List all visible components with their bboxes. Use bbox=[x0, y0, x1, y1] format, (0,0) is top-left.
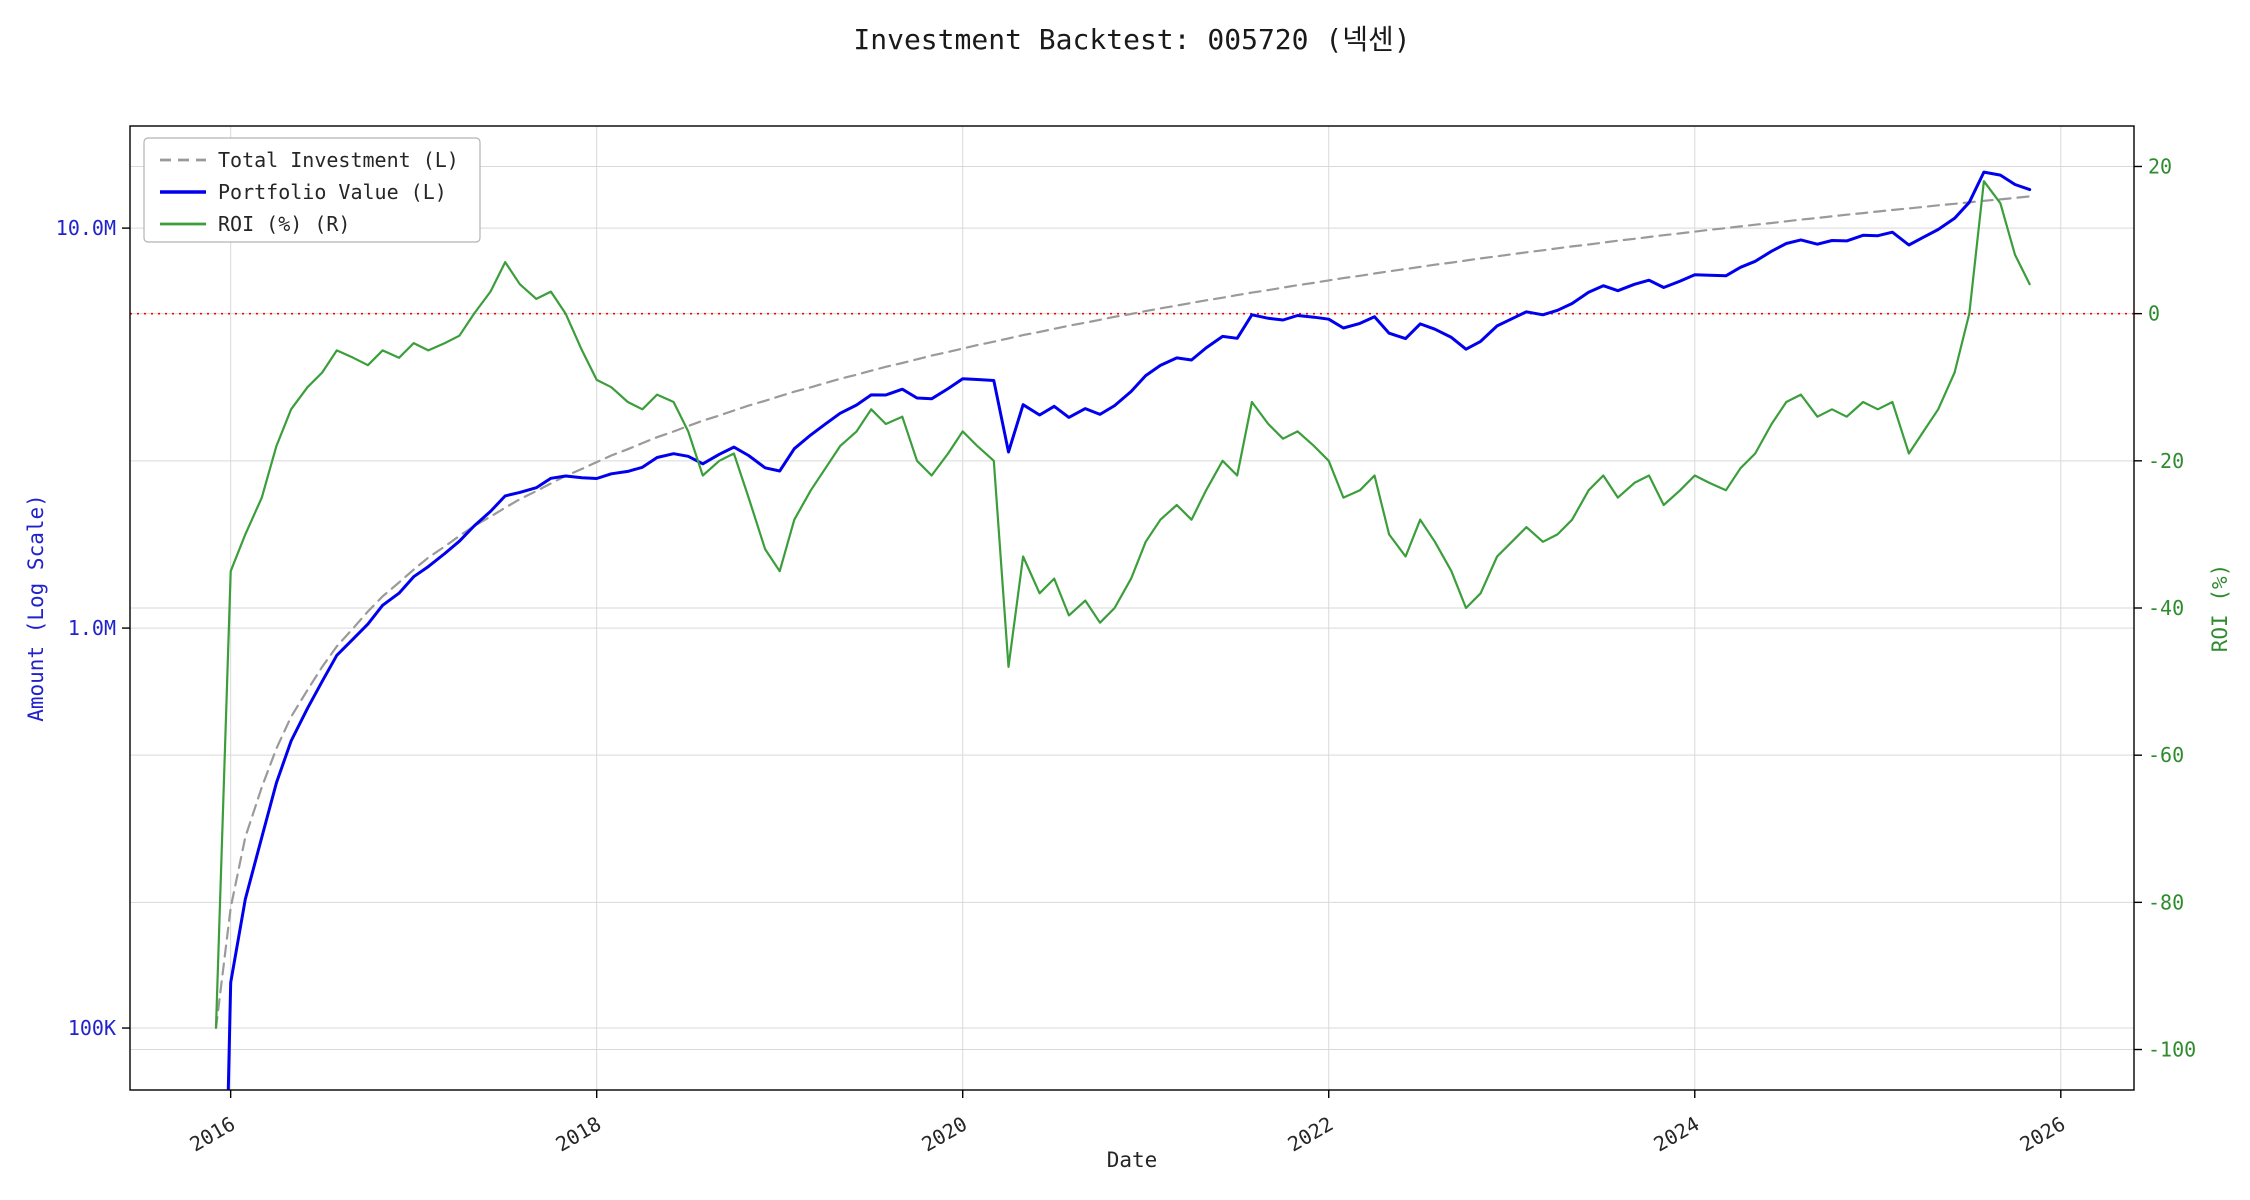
legend: Total Investment (L) Portfolio Value (L) R… bbox=[143, 137, 481, 243]
portfolio-value-line bbox=[226, 170, 2032, 1090]
legend-label-portfolio-value: Portfolio Value (L) bbox=[218, 180, 447, 204]
x-axis-label: Date bbox=[1106, 1148, 1158, 1172]
total-investment-line bbox=[214, 195, 2031, 1030]
y-right-tick-label: -60 bbox=[2148, 743, 2184, 767]
roi-line bbox=[214, 180, 2031, 1029]
chart-title: Investment Backtest: 005720 (넥센) bbox=[853, 23, 1411, 56]
y-axis-label-left: Amount (Log Scale) bbox=[24, 494, 48, 722]
legend-box bbox=[143, 137, 481, 243]
y-right-tick-label: 20 bbox=[2148, 154, 2172, 178]
y-right-tick-label: -40 bbox=[2148, 596, 2184, 620]
y-right-tick-label: -100 bbox=[2148, 1038, 2196, 1062]
y-left-tick-label: 1.0M bbox=[68, 616, 116, 640]
y-left-tick-label: 100K bbox=[68, 1016, 116, 1040]
y-right-tick-label: -80 bbox=[2148, 890, 2184, 914]
gridlines bbox=[130, 126, 2134, 1090]
legend-label-roi: ROI (%) (R) bbox=[218, 212, 350, 236]
axis-ticks: 2016 2018 2020 2022 2024 2026100K1.0M10.0M200… bbox=[56, 154, 2196, 1156]
y-left-tick-label: 10.0M bbox=[56, 216, 116, 240]
y-axis-label-right: ROI (%) bbox=[2208, 563, 2232, 653]
y-right-tick-label: 0 bbox=[2148, 302, 2160, 326]
legend-label-total-investment: Total Investment (L) bbox=[218, 148, 459, 172]
y-right-tick-label: -20 bbox=[2148, 449, 2184, 473]
